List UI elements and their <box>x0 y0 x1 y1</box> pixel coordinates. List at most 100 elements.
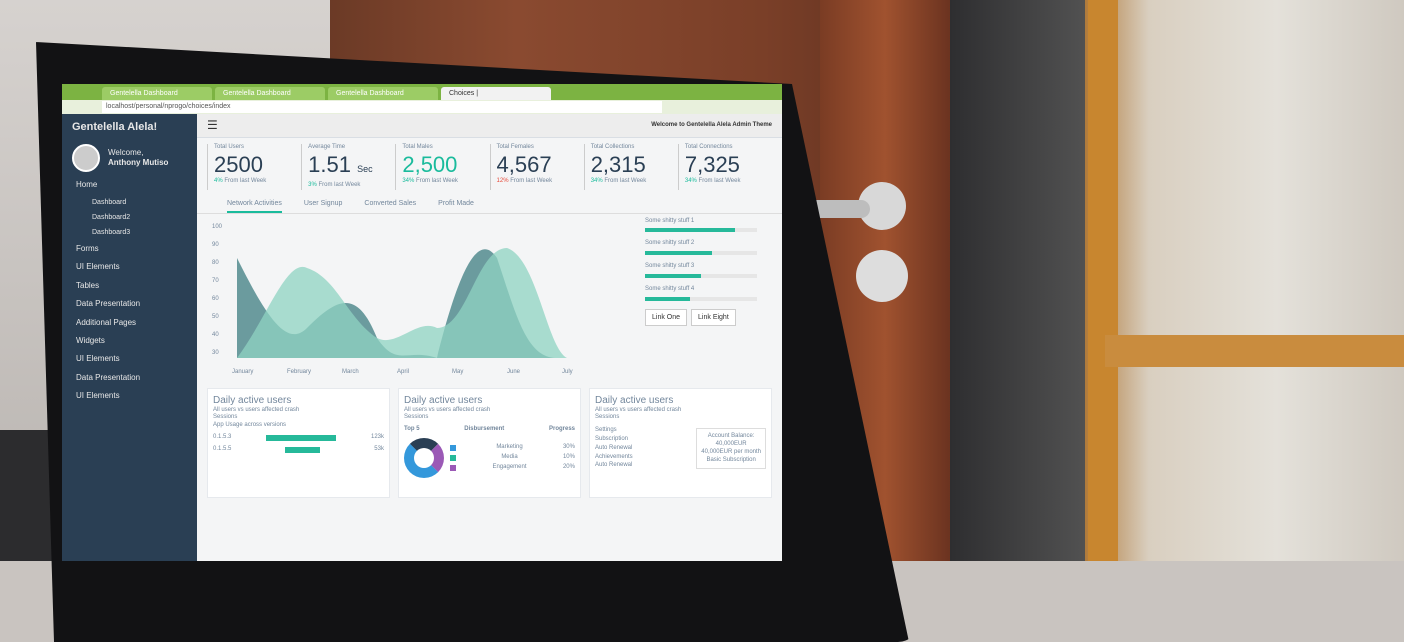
change-note: From last Week <box>604 177 647 184</box>
stat-tile: Total Collections 2,315 34% From last Week <box>583 144 678 190</box>
progress-label: Some shitty stuff 4 <box>645 286 695 293</box>
panel-subtitle: All users vs users affected crash <box>213 406 300 413</box>
welcome-text: Welcome to Gentelella Alela Admin Theme <box>651 121 772 128</box>
change-note: From last Week <box>416 177 458 184</box>
change-percent: 34% <box>402 177 415 184</box>
link-button[interactable]: Link One <box>645 308 688 326</box>
x-tick-label: July <box>562 369 573 375</box>
panel-sessions: Sessions <box>213 414 238 421</box>
usage-row: 0.1.5.3 123k <box>213 434 384 442</box>
sidebar-item[interactable]: Dashboard <box>92 198 127 206</box>
tab-converted-sales[interactable]: Converted Sales <box>364 199 417 207</box>
profile: Welcome, Anthony Mutiso <box>62 140 197 176</box>
settings-item[interactable]: Subscription <box>595 436 629 443</box>
panel: Daily active users All users vs users aff… <box>589 387 772 498</box>
browser-tab[interactable]: Gentelella Dashboard <box>328 86 438 100</box>
sidebar-item[interactable]: Home <box>76 180 98 190</box>
balance-line3: Basic Subscription <box>706 456 756 463</box>
tile-change: 3% From last Week <box>308 182 389 190</box>
sidebar-item[interactable]: Dashboard3 <box>92 228 131 236</box>
panel-sessions: Sessions <box>595 414 620 421</box>
welcome-label: Welcome, <box>108 147 144 157</box>
tile-number: 2500 <box>214 151 263 177</box>
progress-fill <box>645 228 735 233</box>
browser-tab[interactable]: Gentelella Dashboard <box>102 86 212 100</box>
progress-fill <box>645 251 713 256</box>
tile-number: 1.51 <box>308 151 351 177</box>
usage-value: 53k <box>374 445 384 452</box>
settings-item[interactable]: Auto Renewal <box>595 444 633 451</box>
usage-bar <box>266 434 337 441</box>
tile-change: 4% From last Week <box>214 178 295 186</box>
tile-label: Total Collections <box>590 144 635 150</box>
tile-change: 12% From last Week <box>497 178 578 186</box>
tab-profit-made[interactable]: Profit Made <box>438 199 474 207</box>
version-label: 0.1.5.5 <box>213 445 232 452</box>
settings-item[interactable]: Settings <box>595 427 617 434</box>
account-balance: Account Balance: 40,000EUR 40,000EUR per m… <box>696 428 766 470</box>
stat-tile: Total Females 4,567 12% From last Week <box>489 144 584 190</box>
tile-unit: Sec <box>357 163 373 174</box>
legend-value: 20% <box>562 463 575 470</box>
sidebar-item[interactable]: Widgets <box>76 335 105 345</box>
sidebar-item[interactable]: Additional Pages <box>76 317 137 327</box>
legend-swatch <box>450 455 456 462</box>
change-note: From last Week <box>318 181 361 188</box>
usage-bar <box>285 446 321 453</box>
tile-number: 7,325 <box>684 151 740 177</box>
browser-tab[interactable]: Gentelella Dashboard <box>215 86 325 100</box>
chart-tabs: Network Activities User Signup Converted… <box>197 196 782 214</box>
tab-user-signup[interactable]: User Signup <box>303 199 343 207</box>
area-chart: 100 90 80 70 60 50 40 30 January February March Apr… <box>212 224 573 375</box>
door-lock <box>856 250 908 302</box>
shelf-post <box>1088 0 1118 561</box>
change-percent: 3% <box>308 181 317 188</box>
area-series-2 <box>237 247 567 358</box>
dark-wall <box>950 0 1100 561</box>
sidebar-item[interactable]: Dashboard2 <box>92 213 131 221</box>
balance-line2: 40,000EUR per month <box>701 448 761 455</box>
panel: Daily active users All users vs users aff… <box>207 387 390 498</box>
stat-tiles: Total Users 2500 4% From last Week Average … <box>197 138 782 196</box>
change-note: From last Week <box>510 177 553 184</box>
donut-chart <box>404 438 444 479</box>
y-tick-label: 90 <box>212 242 219 248</box>
tile-value: 1.51 Sec <box>308 152 389 182</box>
panel-sessions: Sessions <box>404 414 429 421</box>
sidebar-item[interactable]: UI Elements <box>76 391 120 401</box>
sidebar-item[interactable]: UI Elements <box>76 262 120 272</box>
x-tick-label: January <box>232 369 253 375</box>
sidebar-item[interactable]: UI Elements <box>76 354 120 364</box>
menu-icon[interactable]: ☰ <box>207 117 218 132</box>
main-content: ☰ Welcome to Gentelella Alela Admin Them… <box>197 114 782 561</box>
version-label: 0.1.5.3 <box>213 434 232 441</box>
tile-label: Total Males <box>402 144 433 150</box>
progress-bar <box>645 251 757 256</box>
tab-network-activities[interactable]: Network Activities <box>227 196 282 213</box>
url-input[interactable]: localhost/personal/nprogo/choices/index <box>102 101 662 113</box>
sidebar-item[interactable]: Tables <box>76 280 100 290</box>
browser-tab[interactable]: Choices | <box>441 86 551 100</box>
settings-item[interactable]: Achievements <box>595 453 633 460</box>
stat-tile: Total Users 2500 4% From last Week <box>207 144 301 190</box>
progress-label: Some shitty stuff 2 <box>645 240 695 247</box>
tile-value: 2,315 <box>591 152 672 178</box>
tile-label: Average Time <box>308 144 346 150</box>
column-header: Progress <box>548 426 575 433</box>
link-button[interactable]: Link Eight <box>691 308 736 326</box>
change-percent: 34% <box>590 177 603 184</box>
sidebar-item[interactable]: Forms <box>76 243 99 253</box>
legend-swatch <box>450 464 456 471</box>
column-headers: Top 5 Disbursement Progress <box>404 426 575 434</box>
balance-line1: 40,000EUR <box>715 440 747 447</box>
panel-title: Daily active users <box>213 394 292 406</box>
sidebar-item[interactable]: Data Presentation <box>76 372 141 382</box>
address-bar: localhost/personal/nprogo/choices/index <box>62 100 782 114</box>
legend-swatch <box>450 445 456 452</box>
settings-item[interactable]: Auto Renewal <box>595 462 633 469</box>
sidebar-item[interactable]: Data Presentation <box>76 299 141 309</box>
legend-label: Media <box>501 454 518 461</box>
brand[interactable]: Gentelella Alela! <box>72 121 158 133</box>
y-tick-label: 80 <box>212 260 219 266</box>
tile-value: 2,500 <box>402 152 483 178</box>
